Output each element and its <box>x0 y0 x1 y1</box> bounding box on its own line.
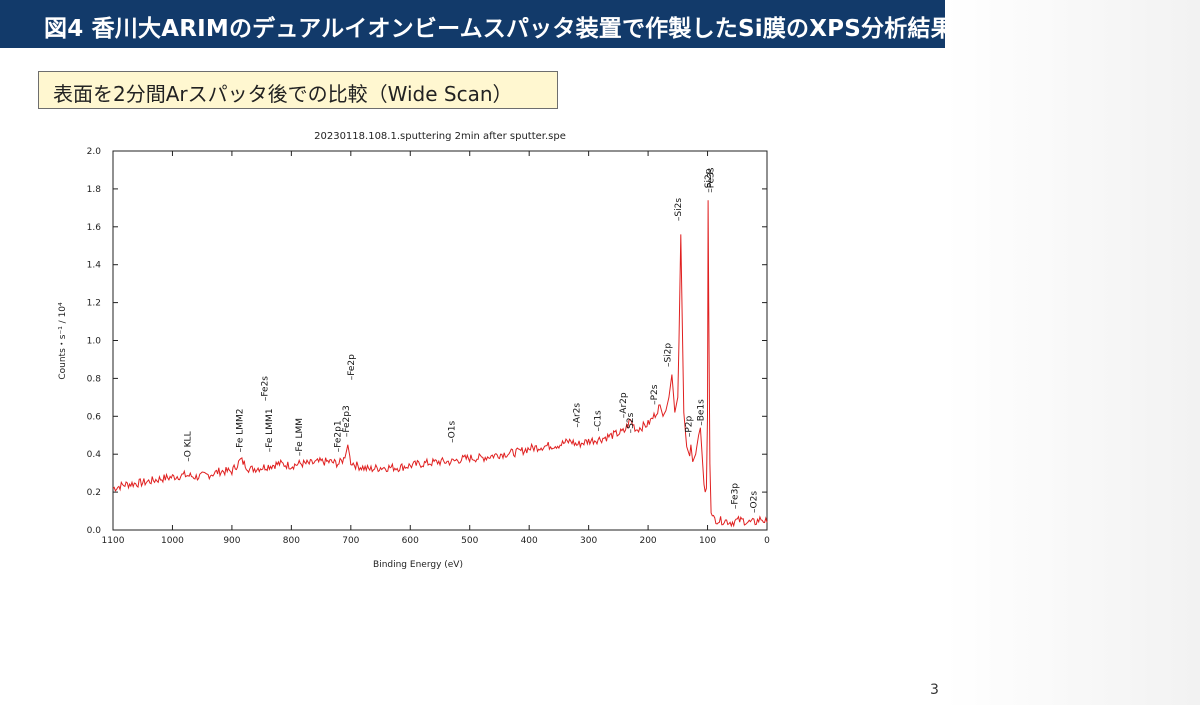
y-tick-label: 0.6 <box>87 412 102 422</box>
subtitle-text: 表面を2分間Arスパッタ後での比較（Wide Scan） <box>53 82 513 106</box>
peak-label: –P2s <box>650 384 660 405</box>
y-axis-label: Counts・s⁻¹ / 10⁴ <box>58 302 68 380</box>
x-tick-label: 200 <box>639 536 656 546</box>
y-tick-label: 1.0 <box>87 337 102 347</box>
x-tick-label: 700 <box>342 536 359 546</box>
peak-label: –O1s <box>447 421 457 443</box>
peak-label: –O2s <box>749 491 759 513</box>
y-tick-label: 1.6 <box>87 223 102 233</box>
peak-label: –Fe LMM1 <box>265 408 275 452</box>
y-tick-label: 2.0 <box>87 147 102 157</box>
page-number: 3 <box>930 682 939 698</box>
subtitle-box: 表面を2分間Arスパッタ後での比較（Wide Scan） <box>38 71 558 109</box>
title-bar: 図4 香川大ARIMのデュアルイオンビームスパッタ装置で作製したSi膜のXPS分… <box>0 0 954 48</box>
x-tick-label: 1000 <box>161 536 184 546</box>
x-axis-label: Binding Energy (eV) <box>373 560 463 570</box>
x-tick-label: 900 <box>223 536 240 546</box>
peak-label: –Si2s <box>674 198 684 221</box>
y-tick-label: 1.2 <box>87 299 101 309</box>
x-tick-label: 500 <box>461 536 478 546</box>
page-title: 図4 香川大ARIMのデュアルイオンビームスパッタ装置で作製したSi膜のXPS分… <box>44 16 954 42</box>
spectrum-line <box>112 200 768 528</box>
right-fade-panel <box>945 0 1200 705</box>
peak-label: –Fe2p1 <box>334 420 344 452</box>
peak-label: –Fe2s <box>261 376 271 401</box>
y-tick-label: 1.4 <box>87 261 102 271</box>
peak-label: –Fe LMM2 <box>236 408 246 452</box>
y-tick-label: 0.0 <box>87 526 102 536</box>
peak-label: –Ar2p <box>619 392 629 418</box>
x-tick-label: 800 <box>283 536 300 546</box>
x-tick-label: 0 <box>764 536 770 546</box>
x-tick-label: 1100 <box>102 536 125 546</box>
peak-label: –Fe3s <box>707 167 717 192</box>
peak-label: –Be1s <box>696 399 706 426</box>
y-tick-label: 0.2 <box>87 488 101 498</box>
peak-label: –S2s <box>626 412 636 433</box>
plot-frame <box>112 150 768 531</box>
x-tick-label: 600 <box>402 536 419 546</box>
peak-label: –Si2p <box>664 343 674 367</box>
x-tick-label: 300 <box>580 536 597 546</box>
peak-label: –P2p <box>685 415 695 437</box>
annotations-group: –O KLL –Fe LMM2 –Fe LMM1 –Fe2s –Fe LMM –Fe2p1… <box>183 167 759 513</box>
x-tick-label: 100 <box>699 536 716 546</box>
y-tick-label: 0.8 <box>87 374 102 384</box>
peak-label: –Fe3p <box>730 483 740 509</box>
x-tick-label: 400 <box>521 536 538 546</box>
y-tick-label: 1.8 <box>87 185 102 195</box>
peak-label: –Fe LMM <box>295 418 305 456</box>
peak-label: –O KLL <box>183 431 193 461</box>
peak-label: –Ar2s <box>573 403 583 428</box>
peak-label: –Fe2p <box>347 354 357 380</box>
y-tick-label: 0.4 <box>87 450 102 460</box>
axes-group: 1100 1000 900 800 700 600 500 400 300 200 100 00.00… <box>87 147 770 546</box>
series-group <box>112 200 768 528</box>
chart-title: 20230118.108.1.sputtering 2min after spu… <box>314 131 566 142</box>
xps-chart: 20230118.108.1.sputtering 2min after spu… <box>58 131 770 570</box>
peak-label: –C1s <box>594 410 604 432</box>
peak-label: –Fe2p3 <box>342 405 352 437</box>
peak-label: –Si2p <box>704 168 714 192</box>
